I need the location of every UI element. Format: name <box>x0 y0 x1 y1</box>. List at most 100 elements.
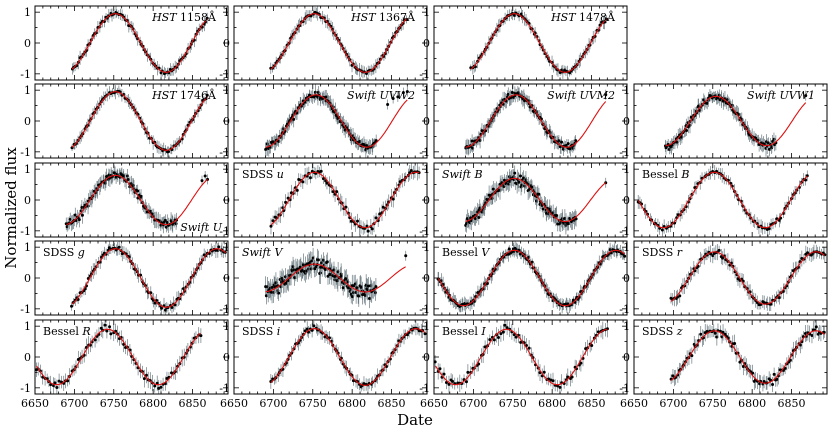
data-point <box>477 215 481 219</box>
data-point <box>357 294 361 298</box>
panel-sdss_u: 1 0 -1 SDSS u <box>219 162 428 238</box>
y-tick-label: -1 <box>20 68 31 81</box>
data-point <box>164 308 168 312</box>
data-point <box>325 260 329 264</box>
data-point <box>404 254 408 258</box>
data-point <box>347 286 351 290</box>
panel-label-italic: Swift B <box>442 168 483 181</box>
data-point <box>105 329 109 333</box>
panel-swift_b: 1 0 -1 Swift B <box>419 162 628 238</box>
x-tick-label: 6650 <box>21 397 49 410</box>
panel-plot-area <box>636 164 809 237</box>
x-tick-label: 6800 <box>139 397 167 410</box>
data-point <box>131 184 135 188</box>
panel-label: Bessel B <box>642 168 690 181</box>
panel-plot-area <box>436 241 627 314</box>
y-tick-label: 1 <box>223 320 230 333</box>
panel-label-italic: HST <box>151 11 178 24</box>
data-point <box>351 379 355 383</box>
panel-label: Bessel V <box>442 246 490 259</box>
y-tick-label: -1 <box>619 225 630 238</box>
x-tick-label: 6800 <box>338 397 366 410</box>
y-tick-label: 0 <box>223 194 230 207</box>
model-curve <box>637 171 808 229</box>
panel-sdss_i: 6650 6700 6750 6800 6850 1 0 -1 SDSS i <box>219 319 428 410</box>
data-point <box>313 90 317 94</box>
panel-label: SDSS i <box>242 325 280 338</box>
data-point <box>512 333 516 337</box>
data-point <box>391 197 395 201</box>
panel-plot-area <box>64 164 210 234</box>
data-point <box>374 285 378 289</box>
data-point <box>270 285 274 289</box>
data-point <box>442 372 446 376</box>
panel-label-roman: Bessel <box>642 168 681 181</box>
data-point <box>508 179 512 183</box>
data-point <box>165 220 169 224</box>
data-point <box>341 286 345 290</box>
y-tick-label: 0 <box>24 115 31 128</box>
data-point <box>423 332 427 336</box>
data-point <box>170 371 174 375</box>
y-tick-label: 0 <box>24 351 31 364</box>
data-point <box>560 217 564 221</box>
data-point <box>163 218 167 222</box>
y-tick-label: 1 <box>623 163 630 176</box>
data-point <box>717 248 721 252</box>
data-point <box>513 171 517 175</box>
panel-plot-area <box>469 6 609 79</box>
panel-label: Swift UVW2 <box>347 89 415 102</box>
y-tick-label: 1 <box>423 163 430 176</box>
data-point <box>319 169 323 173</box>
panel-label-roman: 1367Å <box>376 10 416 24</box>
panel-label-italic: R <box>81 325 90 338</box>
y-tick-label: -1 <box>20 146 31 159</box>
panel-label: SDSS u <box>242 168 284 181</box>
data-point <box>355 219 359 223</box>
data-point <box>217 245 221 249</box>
data-point <box>502 184 506 188</box>
data-point <box>492 338 496 342</box>
panel-label: HST 1158Å <box>151 10 217 24</box>
data-point <box>542 370 546 374</box>
panel-hst1158: 1 0 -1 HST 1158Å <box>20 5 229 81</box>
panel-sdss_g: 1 0 -1 SDSS g <box>20 240 229 316</box>
x-tick-label: 6850 <box>378 397 406 410</box>
data-point <box>77 218 81 222</box>
data-point <box>284 281 288 285</box>
y-tick-label: -1 <box>419 68 430 81</box>
data-point <box>523 184 527 188</box>
panel-label-italic: r <box>677 246 683 259</box>
data-point <box>352 291 356 295</box>
data-point <box>520 183 524 187</box>
data-point <box>55 385 59 389</box>
y-tick-label: 0 <box>223 37 230 50</box>
model-curve <box>265 94 408 148</box>
panel-label-roman: SDSS <box>242 325 277 338</box>
data-point <box>108 325 112 329</box>
data-point <box>57 379 61 383</box>
model-curve <box>270 171 420 229</box>
panel-plot-area <box>464 165 608 235</box>
data-point <box>510 90 514 94</box>
data-point <box>434 360 437 364</box>
data-point <box>122 174 126 178</box>
data-point <box>153 301 157 305</box>
model-curve <box>665 95 807 147</box>
data-point <box>199 334 203 338</box>
panel-bessel_v: 1 0 -1 Bessel V <box>419 240 628 316</box>
data-point <box>139 194 143 198</box>
panel-plot-area <box>264 84 409 158</box>
data-point <box>167 150 171 154</box>
y-tick-label: 1 <box>623 84 630 97</box>
data-point <box>567 221 571 225</box>
data-point <box>512 13 516 17</box>
panel-plot-area <box>669 244 827 312</box>
data-point <box>401 91 405 95</box>
data-point <box>499 332 503 336</box>
panel-label: SDSS g <box>43 246 85 259</box>
panel-label-italic: Swift UVW2 <box>347 89 415 102</box>
y-tick-label: 1 <box>223 163 230 176</box>
data-point <box>269 224 273 228</box>
